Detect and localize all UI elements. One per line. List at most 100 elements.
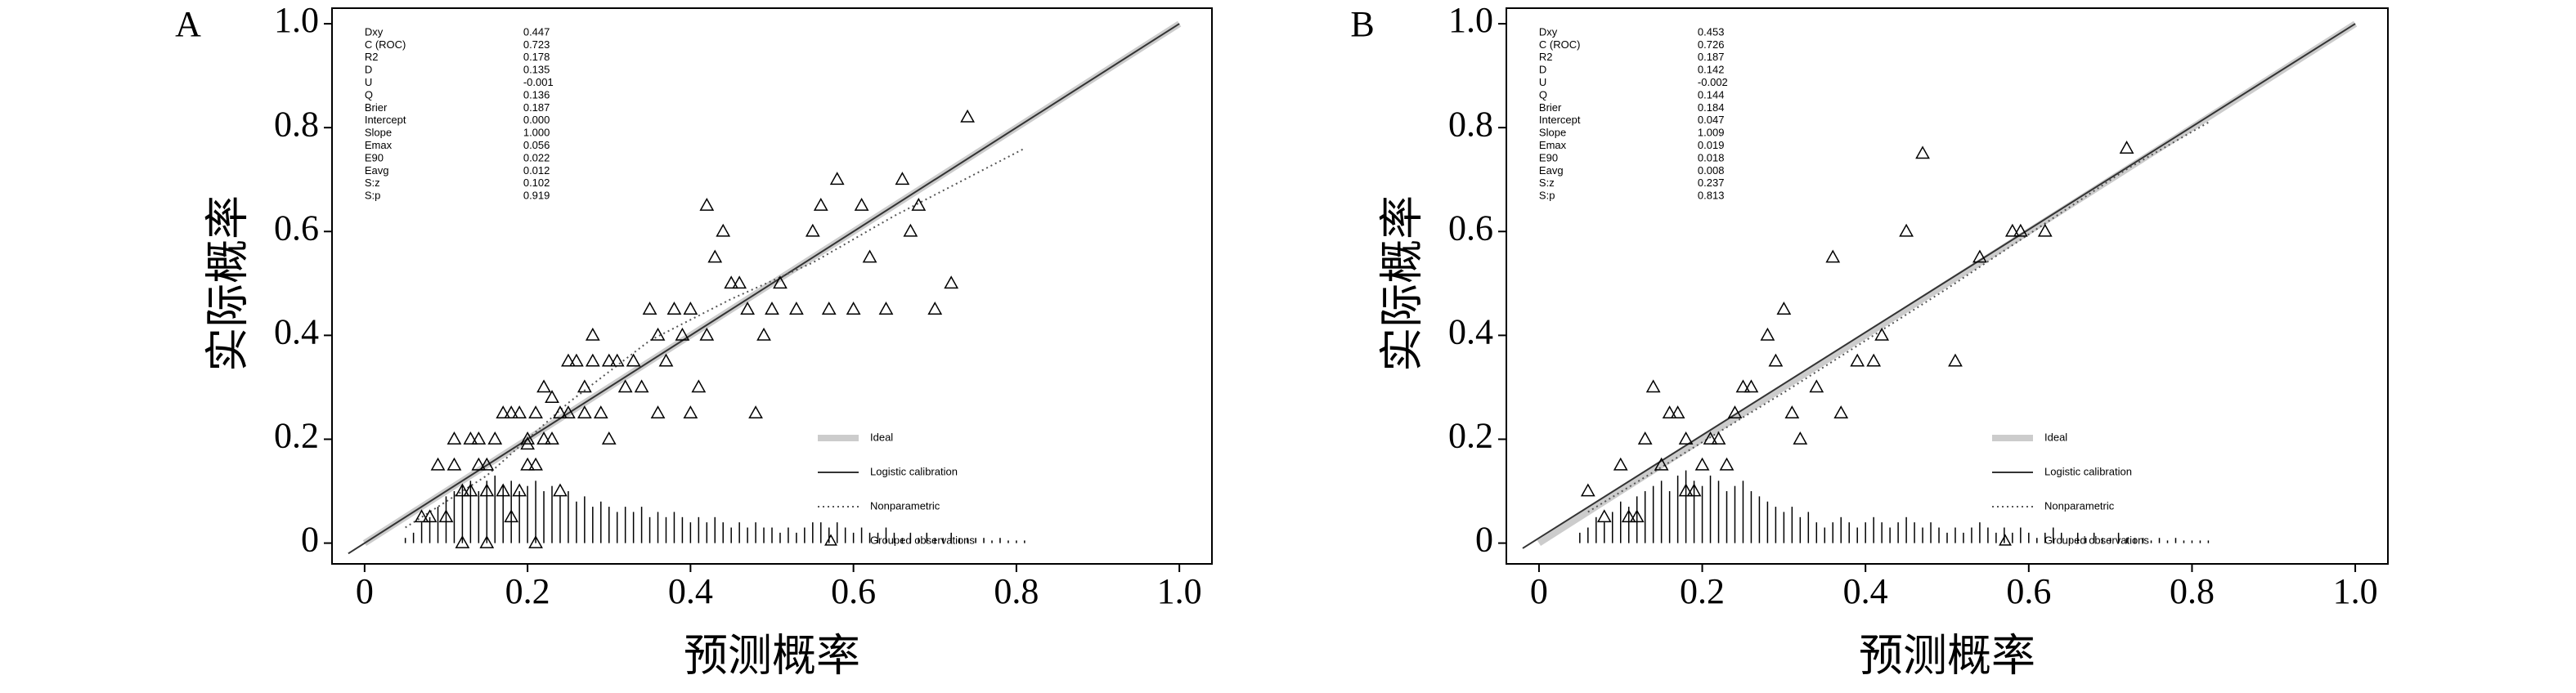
observation-marker [903,223,918,237]
y-tick-label: 1.0 [1448,0,1493,40]
stat-name: R2 [1539,51,1553,63]
observation-marker [1874,327,1890,341]
observation-marker [1809,379,1824,393]
y-tick-label: 0.4 [274,311,319,351]
observation-marker [1833,405,1849,419]
stat-name: Brier [1539,101,1562,114]
observation-marker [862,249,877,263]
stat-name: E90 [1539,151,1558,163]
observation-marker [496,483,511,497]
observation-marker [854,197,869,211]
stat-name: Intercept [365,114,406,126]
observation-marker [1654,457,1669,471]
observation-marker [878,302,894,315]
observation-marker [691,379,707,393]
stat-value: 0.012 [523,164,550,177]
observation-marker [528,535,543,548]
x-tick-label: 0.8 [994,571,1039,611]
stat-value: 0.142 [1698,64,1725,76]
observation-marker [716,223,731,237]
observation-marker [545,431,559,445]
stat-name: R2 [365,51,379,63]
observation-marker [748,405,763,419]
stat-name: Slope [365,127,392,139]
observation-marker [609,353,625,367]
stat-value: 0.184 [1698,101,1725,114]
stat-name: Dxy [365,25,384,38]
x-tick-label: 0 [1530,571,1548,611]
y-axis-label: 实际概率 [1377,195,1426,372]
observation-marker [1899,223,1914,237]
observation-marker [471,457,487,471]
stat-value: 0.453 [1698,25,1725,38]
stat-name: Brier [365,101,388,114]
observation-marker [487,431,503,445]
observation-marker [1694,457,1710,471]
observation-marker [553,405,568,419]
observation-marker [1670,405,1685,419]
observation-marker [617,379,633,393]
stat-value: 0.813 [1698,190,1725,202]
observation-marker [1972,249,1987,263]
observation-marker [1793,431,1808,445]
legend-label: Nonparametric [2044,499,2115,512]
observation-marker [585,327,600,341]
observation-marker [658,353,674,367]
observation-marker [1637,431,1653,445]
observation-marker [944,275,959,289]
observation-marker [1825,249,1841,263]
observation-marker [1727,405,1743,419]
stat-name: D [365,64,372,76]
observation-marker [960,109,975,123]
observation-marker [561,405,576,419]
y-tick-label: 0 [301,520,319,560]
observation-marker [927,302,943,315]
observation-marker [1686,483,1702,497]
observation-marker [1645,379,1661,393]
plot-area [348,20,1182,555]
stat-name: Slope [1539,127,1566,139]
stat-name: U [365,76,372,88]
x-tick-label: 0 [356,571,374,611]
legend-label: Logistic calibration [870,465,958,477]
observation-marker [805,223,820,237]
observation-marker [756,327,771,341]
stat-name: Emax [365,139,393,151]
observation-marker [1629,509,1645,523]
panel-label: A [175,4,201,44]
observation-marker [2013,223,2028,237]
observation-marker [732,275,747,289]
observation-marker [765,302,779,315]
observation-marker [479,457,495,471]
plot-area [1522,20,2358,549]
stat-name: Emax [1539,139,1567,151]
observation-marker [1711,431,1726,445]
plot-frame [1506,7,2389,565]
x-tick-label: 1.0 [1157,571,1202,611]
observation-marker [520,431,535,445]
stat-value: 0.187 [523,101,550,114]
x-tick-label: 0.8 [2170,571,2215,611]
observation-marker [1850,353,1865,367]
stat-name: E90 [365,151,384,163]
series-line [405,147,1025,529]
observation-marker [585,353,600,367]
stat-value: 0.056 [523,139,550,151]
observation-marker [1678,431,1694,445]
observation-marker [504,509,519,523]
x-tick-label: 0.6 [831,571,876,611]
observation-marker [528,405,543,419]
x-tick-label: 0.4 [668,571,713,611]
observation-marker [577,379,592,393]
y-axis-label: 实际概率 [203,195,252,372]
y-tick-label: 1.0 [274,0,319,40]
observation-marker [455,535,470,548]
observation-marker [789,302,804,315]
legend-label: Ideal [870,431,893,443]
stat-value: 0.047 [1698,114,1725,126]
observation-marker [1662,405,1677,419]
legend-label: Logistic calibration [2044,465,2132,477]
observation-marker [724,275,739,289]
observation-marker [577,405,592,419]
y-tick-label: 0.8 [1448,104,1493,144]
